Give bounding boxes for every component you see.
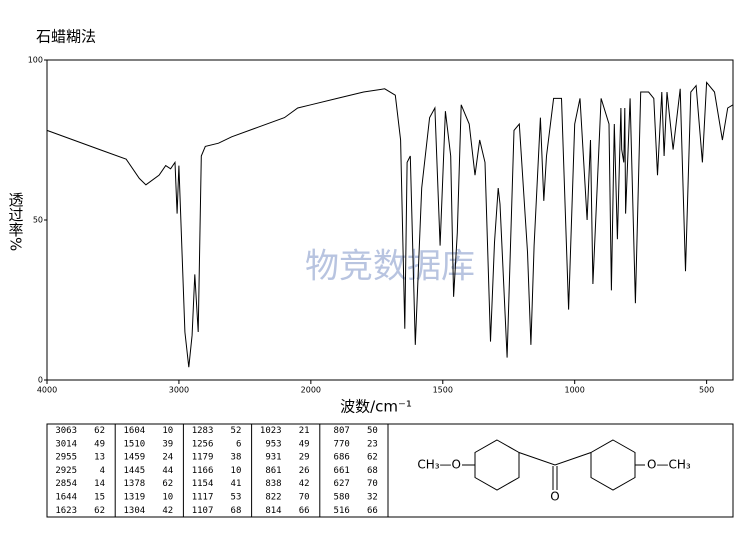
- x-tick-label: 1000: [565, 386, 585, 395]
- peak-transmittance: 13: [94, 453, 105, 463]
- x-tick-label: 3000: [169, 386, 189, 395]
- peak-transmittance: 4: [100, 466, 105, 476]
- peak-wavenumber: 1304: [124, 506, 146, 516]
- x-tick-label: 2000: [301, 386, 321, 395]
- peak-wavenumber: 516: [334, 506, 350, 516]
- peak-transmittance: 10: [231, 466, 242, 476]
- peak-transmittance: 62: [162, 479, 173, 489]
- peak-wavenumber: 2955: [55, 453, 77, 463]
- peak-wavenumber: 1179: [192, 453, 214, 463]
- peak-wavenumber: 1459: [124, 453, 146, 463]
- peak-transmittance: 42: [299, 479, 310, 489]
- peak-transmittance: 68: [231, 506, 242, 516]
- peak-wavenumber: 1445: [124, 466, 146, 476]
- peak-wavenumber: 814: [265, 506, 281, 516]
- peak-transmittance: 39: [162, 439, 173, 449]
- peak-transmittance: 66: [367, 506, 378, 516]
- peak-transmittance: 66: [299, 506, 310, 516]
- peak-wavenumber: 1023: [260, 426, 282, 436]
- y-axis-label: 透过率%: [7, 192, 25, 251]
- peak-transmittance: 29: [299, 453, 310, 463]
- x-tick-label: 4000: [37, 386, 57, 395]
- peak-transmittance: 41: [231, 479, 242, 489]
- structure-right: O—CH₃: [647, 458, 691, 472]
- peak-transmittance: 10: [162, 493, 173, 503]
- y-tick-label: 50: [33, 216, 43, 225]
- peak-wavenumber: 931: [265, 453, 281, 463]
- structure: [462, 439, 645, 491]
- watermark: 物竞数据库: [305, 247, 475, 287]
- x-axis-label: 波数/cm⁻¹: [340, 398, 412, 416]
- peak-wavenumber: 770: [334, 439, 350, 449]
- peak-wavenumber: 1107: [192, 506, 214, 516]
- peak-transmittance: 21: [299, 426, 310, 436]
- peak-wavenumber: 1378: [124, 479, 146, 489]
- x-tick-label: 1500: [433, 386, 453, 395]
- peak-wavenumber: 822: [265, 493, 281, 503]
- peak-transmittance: 44: [162, 466, 173, 476]
- peak-wavenumber: 1319: [124, 493, 146, 503]
- peak-wavenumber: 953: [265, 439, 281, 449]
- structure-left: CH₃—O: [417, 458, 461, 472]
- title: 石蜡糊法: [36, 28, 96, 46]
- peak-wavenumber: 2925: [55, 466, 77, 476]
- peak-wavenumber: 861: [265, 466, 281, 476]
- peak-transmittance: 62: [94, 506, 105, 516]
- peak-transmittance: 42: [162, 506, 173, 516]
- structure-carbonyl: O: [550, 490, 559, 504]
- peak-transmittance: 15: [94, 493, 105, 503]
- peak-transmittance: 53: [231, 493, 242, 503]
- peak-wavenumber: 807: [334, 426, 350, 436]
- peak-wavenumber: 1510: [124, 439, 146, 449]
- peak-transmittance: 62: [367, 453, 378, 463]
- peak-transmittance: 50: [367, 426, 378, 436]
- bond: [518, 452, 592, 466]
- peak-transmittance: 52: [231, 426, 242, 436]
- peak-transmittance: 68: [367, 466, 378, 476]
- x-tick-label: 500: [699, 386, 714, 395]
- peak-transmittance: 49: [299, 439, 310, 449]
- peak-transmittance: 10: [162, 426, 173, 436]
- peak-wavenumber: 686: [334, 453, 350, 463]
- peak-wavenumber: 3063: [55, 426, 77, 436]
- peak-transmittance: 14: [94, 479, 105, 489]
- peak-transmittance: 23: [367, 439, 378, 449]
- peak-wavenumber: 1283: [192, 426, 214, 436]
- peak-transmittance: 32: [367, 493, 378, 503]
- peak-transmittance: 70: [299, 493, 310, 503]
- peak-wavenumber: 1644: [55, 493, 77, 503]
- peak-wavenumber: 661: [334, 466, 350, 476]
- peak-transmittance: 38: [231, 453, 242, 463]
- peak-wavenumber: 1623: [55, 506, 77, 516]
- peak-transmittance: 70: [367, 479, 378, 489]
- peak-wavenumber: 580: [334, 493, 350, 503]
- peak-wavenumber: 1604: [124, 426, 146, 436]
- y-tick-label: 0: [38, 376, 43, 385]
- peak-wavenumber: 627: [334, 479, 350, 489]
- table-frame: [46, 423, 734, 518]
- peak-transmittance: 6: [236, 439, 241, 449]
- peak-wavenumber: 838: [265, 479, 281, 489]
- ring: [590, 439, 636, 491]
- peak-wavenumber: 1256: [192, 439, 214, 449]
- peak-wavenumber: 1166: [192, 466, 214, 476]
- peak-transmittance: 49: [94, 439, 105, 449]
- peak-transmittance: 24: [162, 453, 173, 463]
- ring: [474, 439, 520, 491]
- y-tick-label: 100: [28, 56, 43, 65]
- peak-wavenumber: 1154: [192, 479, 214, 489]
- peak-wavenumber: 3014: [55, 439, 77, 449]
- peak-transmittance: 26: [299, 466, 310, 476]
- spectrum-line: [46, 81, 734, 368]
- peak-transmittance: 62: [94, 426, 105, 436]
- peak-wavenumber: 1117: [192, 493, 214, 503]
- peak-wavenumber: 2854: [55, 479, 77, 489]
